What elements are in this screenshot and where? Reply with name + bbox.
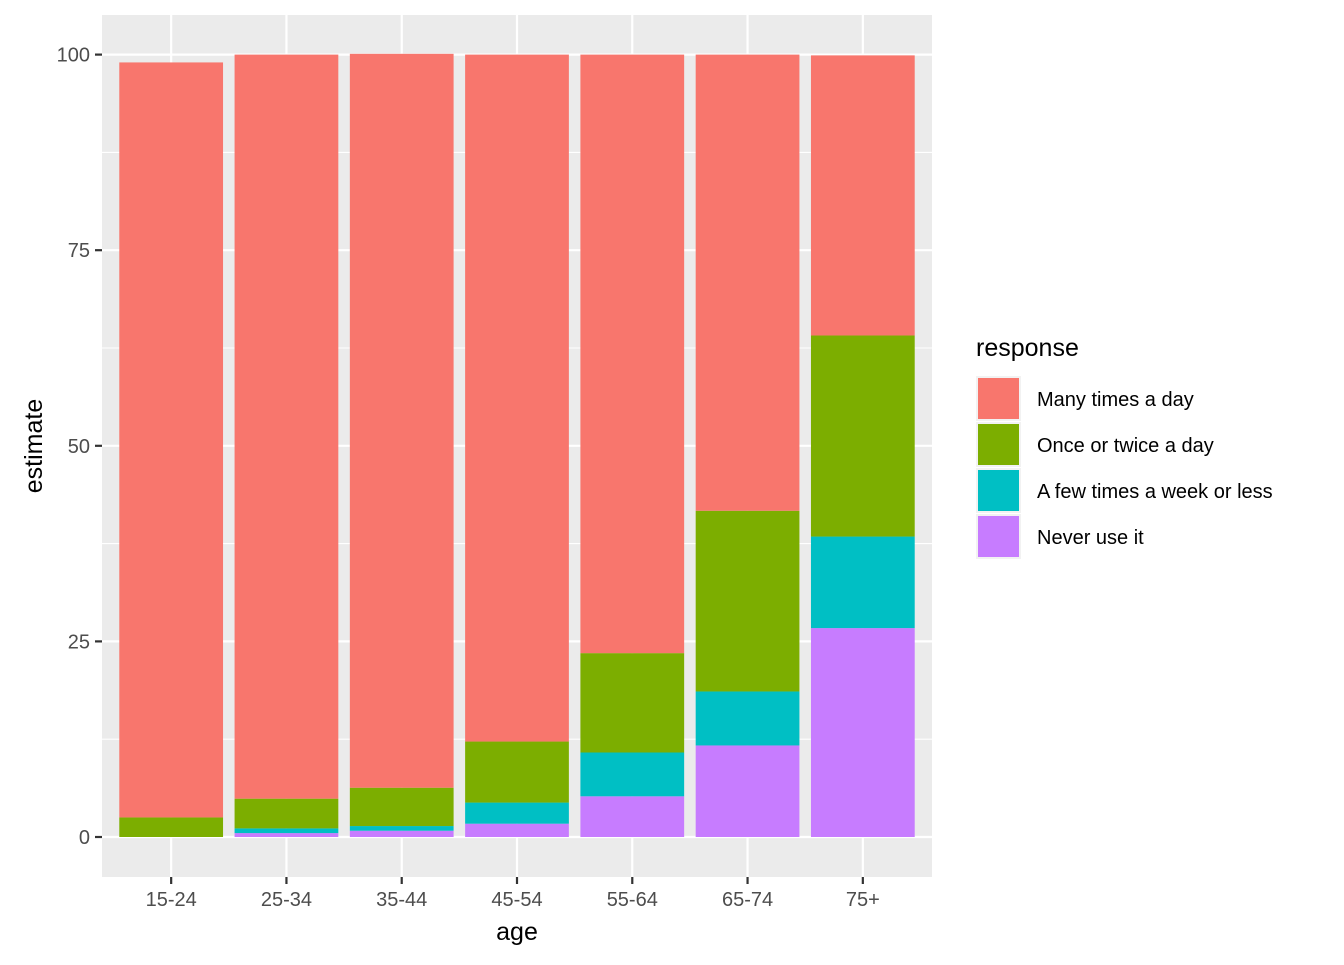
bar-segment bbox=[580, 752, 685, 797]
bar-segment bbox=[349, 830, 454, 837]
bar-segment bbox=[695, 691, 800, 746]
x-tick-label: 65-74 bbox=[722, 889, 773, 911]
bar-segment bbox=[234, 828, 339, 834]
x-tick-label: 25-34 bbox=[261, 889, 312, 911]
bars bbox=[119, 53, 915, 837]
bar-segment bbox=[349, 53, 454, 788]
y-tick-label: 75 bbox=[68, 240, 90, 262]
bar-segment bbox=[580, 54, 685, 654]
legend-label: Never use it bbox=[1037, 527, 1144, 549]
bar-segment bbox=[119, 62, 224, 818]
x-tick-label: 35-44 bbox=[376, 889, 427, 911]
legend-title: response bbox=[976, 334, 1079, 362]
bar-segment bbox=[695, 54, 800, 511]
bar-segment bbox=[695, 745, 800, 837]
bar-segment bbox=[810, 628, 915, 837]
bar-segment bbox=[580, 796, 685, 837]
legend-key bbox=[978, 470, 1019, 511]
bar-segment bbox=[810, 335, 915, 537]
legend-key bbox=[978, 424, 1019, 465]
legend-label: Once or twice a day bbox=[1037, 435, 1214, 457]
legend-key bbox=[978, 378, 1019, 419]
y-axis-title: estimate bbox=[20, 399, 48, 493]
bar-segment bbox=[234, 833, 339, 837]
bar-segment bbox=[580, 653, 685, 753]
y-tick-label: 100 bbox=[57, 45, 90, 67]
legend-label: A few times a week or less bbox=[1037, 481, 1273, 503]
bar-segment bbox=[234, 54, 339, 799]
bar-segment bbox=[465, 823, 569, 837]
legend: response Many times a day Once or twice a… bbox=[976, 334, 1273, 559]
legend-key bbox=[978, 516, 1019, 557]
y-tick-label: 0 bbox=[79, 827, 90, 849]
x-tick-label: 55-64 bbox=[607, 889, 658, 911]
x-tick-label: 75+ bbox=[846, 889, 880, 911]
bar-segment bbox=[465, 802, 569, 824]
bar-segment bbox=[695, 510, 800, 692]
bar-segment bbox=[810, 536, 915, 629]
legend-label: Many times a day bbox=[1037, 389, 1194, 411]
x-axis-title: age bbox=[496, 918, 538, 946]
bar-segment bbox=[810, 55, 915, 336]
y-axis: 0 25 50 75 100 bbox=[57, 45, 102, 849]
bar-segment bbox=[465, 54, 569, 742]
bar-segment bbox=[465, 741, 569, 803]
y-tick-label: 25 bbox=[68, 631, 90, 653]
x-tick-label: 45-54 bbox=[491, 889, 542, 911]
y-tick-label: 50 bbox=[68, 436, 90, 458]
bar-segment bbox=[349, 787, 454, 827]
bar-segment bbox=[119, 817, 224, 837]
x-axis: 15-24 25-34 35-44 45-54 55-64 65-74 75+ bbox=[146, 877, 880, 911]
bar-segment bbox=[349, 826, 454, 831]
bar-segment bbox=[234, 798, 339, 829]
x-tick-label: 15-24 bbox=[146, 889, 197, 911]
